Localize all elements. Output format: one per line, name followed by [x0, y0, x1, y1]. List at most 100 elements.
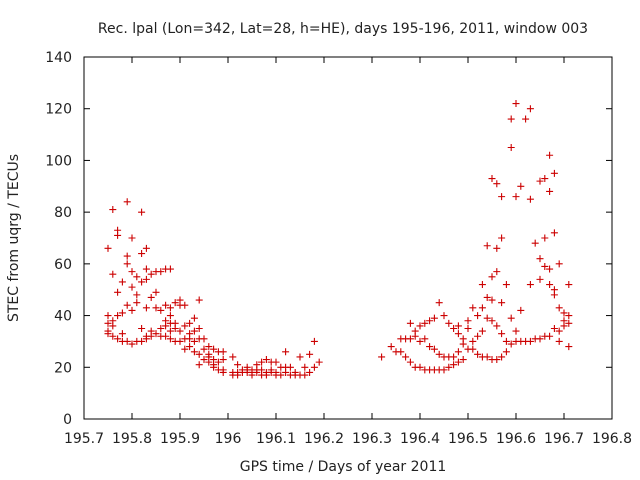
data-point — [142, 275, 150, 283]
data-point — [454, 348, 462, 356]
data-point — [416, 322, 424, 330]
data-point — [205, 343, 213, 351]
data-point — [526, 195, 534, 203]
data-point — [536, 255, 544, 263]
data-point — [406, 358, 414, 366]
data-point — [397, 348, 405, 356]
data-point — [450, 361, 458, 369]
data-point — [109, 332, 117, 340]
data-point — [550, 169, 558, 177]
data-point — [454, 330, 462, 338]
chart-title: Rec. lpal (Lon=342, Lat=28, h=HE), days … — [98, 21, 588, 37]
data-point — [176, 327, 184, 335]
data-point — [565, 281, 573, 289]
data-point — [210, 345, 218, 353]
x-tick-label: 196.6 — [496, 431, 536, 447]
data-point — [133, 299, 141, 307]
data-point — [277, 371, 285, 379]
data-point — [546, 151, 554, 159]
data-point — [315, 358, 323, 366]
x-tick-label: 196.3 — [352, 431, 392, 447]
data-point — [546, 332, 554, 340]
y-axis-label: STEC from uqrg / TECUs — [6, 154, 22, 322]
y-tick-label: 20 — [54, 360, 72, 376]
data-point — [512, 193, 520, 201]
data-point — [378, 353, 386, 361]
data-point — [128, 234, 136, 242]
data-point — [171, 325, 179, 332]
data-point — [474, 350, 482, 358]
data-point — [138, 337, 146, 345]
data-point — [517, 306, 525, 314]
data-point — [262, 371, 270, 379]
data-point — [555, 304, 563, 312]
y-tick-label: 100 — [45, 153, 72, 169]
data-point — [402, 353, 410, 361]
data-point — [474, 332, 482, 340]
data-point — [195, 350, 203, 358]
data-point — [502, 281, 510, 289]
data-point — [493, 268, 501, 276]
data-point — [138, 208, 146, 216]
data-point — [138, 278, 146, 286]
data-point — [286, 363, 294, 371]
data-point — [142, 244, 150, 252]
data-point — [195, 361, 203, 369]
data-point — [118, 330, 126, 338]
data-point — [507, 144, 515, 151]
data-point — [450, 325, 458, 332]
data-point — [522, 115, 530, 123]
data-point — [555, 337, 563, 345]
data-point — [507, 314, 515, 322]
data-point — [166, 304, 174, 312]
data-point — [459, 340, 467, 348]
data-point — [430, 314, 438, 322]
data-point — [440, 366, 448, 374]
data-point — [411, 332, 419, 340]
data-point — [526, 105, 534, 113]
data-point — [406, 335, 414, 343]
data-point — [190, 348, 198, 356]
data-point — [162, 322, 170, 330]
data-point — [190, 337, 198, 345]
data-point — [128, 268, 136, 276]
data-point — [128, 306, 136, 314]
data-point — [310, 337, 318, 345]
data-point — [152, 288, 160, 296]
data-point — [555, 327, 563, 335]
plot-frame — [83, 56, 613, 420]
data-point — [512, 100, 520, 108]
data-point — [498, 193, 506, 201]
data-point — [550, 291, 558, 299]
data-point — [478, 327, 486, 335]
y-tick-label: 60 — [54, 257, 72, 273]
data-point — [272, 358, 280, 366]
data-point — [536, 177, 544, 185]
x-tick-label: 196.5 — [448, 431, 488, 447]
data-point — [195, 296, 203, 304]
data-point — [550, 229, 558, 237]
data-point — [157, 325, 165, 332]
x-tick-label: 195.7 — [64, 431, 104, 447]
data-point — [205, 358, 213, 366]
data-point — [488, 175, 496, 183]
data-point — [262, 356, 270, 364]
data-point — [450, 353, 458, 361]
data-point — [109, 270, 117, 278]
data-point — [128, 283, 136, 291]
data-point — [133, 273, 141, 281]
y-tick-label: 140 — [45, 50, 72, 66]
data-point — [498, 353, 506, 361]
data-point — [493, 322, 501, 330]
data-point — [416, 337, 424, 345]
data-point — [454, 322, 462, 330]
data-point — [445, 363, 453, 371]
data-point — [181, 301, 189, 309]
data-point — [171, 299, 179, 307]
data-point — [560, 322, 568, 330]
data-point — [157, 268, 165, 276]
data-point — [474, 312, 482, 320]
data-point — [104, 244, 112, 252]
x-tick-label: 195.8 — [112, 431, 152, 447]
data-point — [234, 371, 242, 379]
